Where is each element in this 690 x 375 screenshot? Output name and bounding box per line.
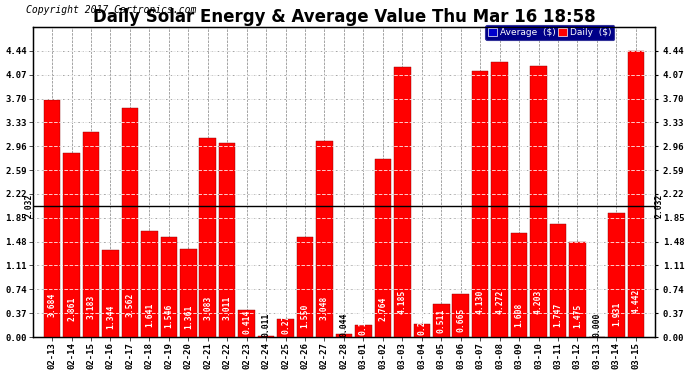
Text: 2.032: 2.032 bbox=[24, 194, 33, 218]
Legend: Average  ($), Daily  ($): Average ($), Daily ($) bbox=[486, 26, 614, 40]
Text: 4.185: 4.185 bbox=[398, 290, 407, 314]
Text: 0.274: 0.274 bbox=[281, 310, 290, 334]
Text: 1.361: 1.361 bbox=[184, 304, 193, 329]
Bar bbox=[453, 294, 469, 337]
Text: 3.083: 3.083 bbox=[204, 296, 213, 320]
Bar bbox=[180, 249, 197, 337]
Text: 0.208: 0.208 bbox=[417, 310, 426, 334]
Bar bbox=[628, 51, 644, 337]
Bar bbox=[491, 62, 508, 337]
Bar bbox=[375, 159, 391, 337]
Text: 1.344: 1.344 bbox=[106, 304, 115, 329]
Text: 1.747: 1.747 bbox=[553, 302, 562, 327]
Text: 0.000: 0.000 bbox=[593, 312, 602, 337]
Text: Copyright 2017 Cartronics.com: Copyright 2017 Cartronics.com bbox=[26, 5, 197, 15]
Text: 2.861: 2.861 bbox=[67, 297, 76, 321]
Text: 3.183: 3.183 bbox=[86, 295, 95, 320]
Text: 3.011: 3.011 bbox=[223, 296, 232, 320]
Text: 3.684: 3.684 bbox=[48, 292, 57, 317]
Bar bbox=[63, 153, 80, 337]
Bar bbox=[258, 336, 275, 337]
Bar bbox=[608, 213, 624, 337]
Bar bbox=[161, 237, 177, 337]
Text: 1.931: 1.931 bbox=[612, 302, 621, 326]
Bar bbox=[316, 141, 333, 337]
Bar bbox=[102, 251, 119, 337]
Bar bbox=[219, 143, 235, 337]
Bar bbox=[121, 108, 138, 337]
Bar bbox=[336, 334, 352, 337]
Text: 4.442: 4.442 bbox=[631, 288, 640, 313]
Bar bbox=[531, 66, 546, 337]
Text: 0.511: 0.511 bbox=[437, 309, 446, 333]
Text: 0.665: 0.665 bbox=[456, 308, 465, 332]
Bar bbox=[277, 320, 294, 337]
Bar bbox=[297, 237, 313, 337]
Text: 0.011: 0.011 bbox=[262, 312, 270, 337]
Bar bbox=[413, 324, 430, 337]
Bar bbox=[511, 233, 527, 337]
Text: 0.414: 0.414 bbox=[242, 309, 251, 334]
Text: 4.272: 4.272 bbox=[495, 290, 504, 314]
Bar bbox=[433, 304, 449, 337]
Bar bbox=[394, 68, 411, 337]
Text: 1.546: 1.546 bbox=[164, 303, 173, 328]
Text: 3.562: 3.562 bbox=[126, 293, 135, 317]
Text: 0.186: 0.186 bbox=[359, 310, 368, 335]
Bar bbox=[43, 100, 60, 337]
Bar bbox=[550, 225, 566, 337]
Bar bbox=[83, 132, 99, 337]
Text: 1.641: 1.641 bbox=[145, 303, 154, 327]
Text: 2.764: 2.764 bbox=[378, 297, 387, 321]
Text: 1.475: 1.475 bbox=[573, 304, 582, 328]
Bar bbox=[355, 325, 372, 337]
Text: 0.044: 0.044 bbox=[339, 312, 348, 337]
Text: 3.048: 3.048 bbox=[320, 296, 329, 320]
Bar bbox=[199, 138, 216, 337]
Bar bbox=[238, 310, 255, 337]
Title: Daily Solar Energy & Average Value Thu Mar 16 18:58: Daily Solar Energy & Average Value Thu M… bbox=[92, 8, 595, 26]
Bar bbox=[472, 71, 489, 337]
Text: 2.032: 2.032 bbox=[655, 194, 664, 218]
Text: 4.130: 4.130 bbox=[475, 290, 484, 315]
Bar bbox=[141, 231, 157, 337]
Text: 1.608: 1.608 bbox=[515, 303, 524, 327]
Text: 4.203: 4.203 bbox=[534, 290, 543, 314]
Text: 1.550: 1.550 bbox=[301, 303, 310, 328]
Bar bbox=[569, 242, 586, 337]
